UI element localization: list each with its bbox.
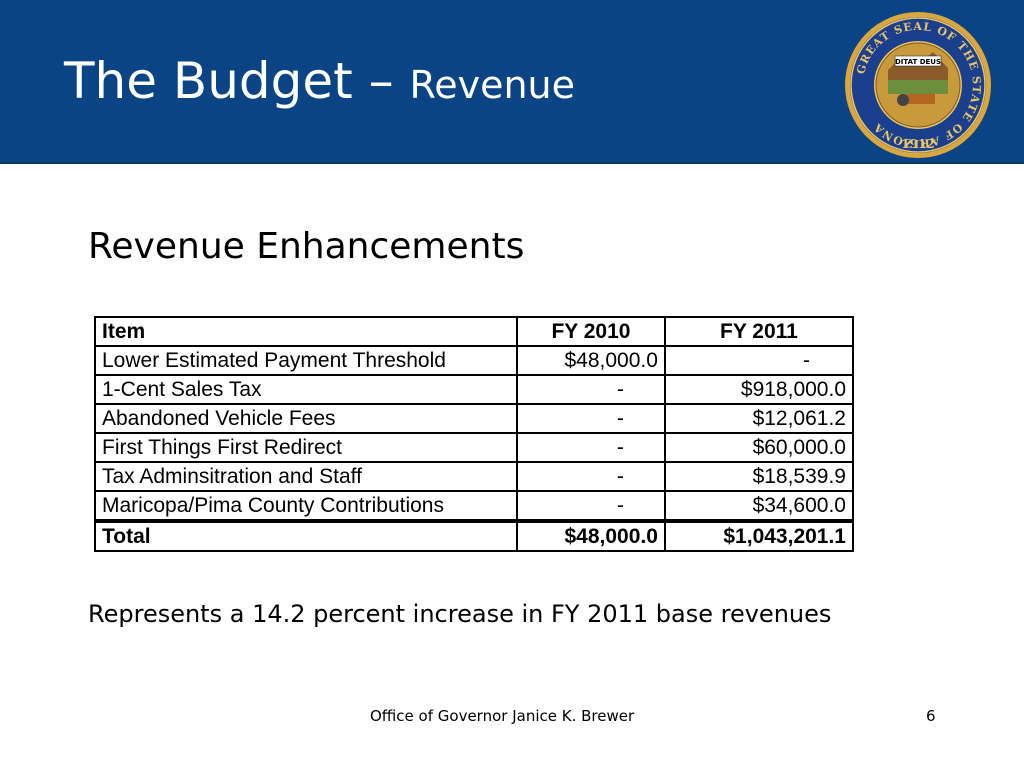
row-fy2011: $60,000.0 [663, 432, 855, 463]
row-fy2010: - [516, 461, 666, 492]
row-fy2010: - [516, 490, 666, 522]
row-item: Abandoned Vehicle Fees [94, 403, 518, 434]
row-item: Lower Estimated Payment Threshold [94, 345, 518, 376]
title-dash: – [352, 52, 410, 110]
header-fy2010: FY 2010 [516, 316, 666, 347]
row-fy2010: - [516, 403, 666, 434]
total-fy2010: $48,000.0 [516, 519, 666, 552]
page-number: 6 [926, 707, 936, 725]
arizona-seal-logo: GREAT SEAL OF THE STATE OF ARIZONA DITAT… [845, 12, 991, 158]
row-fy2011: $34,600.0 [663, 490, 855, 522]
table-header-row: Item FY 2010 FY 2011 [94, 316, 855, 347]
title-banner: The Budget – Revenue GREAT SEAL OF THE S… [0, 0, 1024, 164]
seal-year: 1912 [901, 137, 934, 151]
header-fy2011: FY 2011 [663, 316, 855, 347]
title-main: The Budget [64, 52, 353, 110]
row-fy2010: $48,000.0 [516, 345, 666, 376]
row-fy2010: - [516, 374, 666, 405]
table-total-row: Total $48,000.0 $1,043,201.1 [94, 519, 855, 552]
total-label: Total [94, 519, 518, 552]
row-fy2011: $18,539.9 [663, 461, 855, 492]
row-fy2011: - [663, 345, 855, 376]
row-item: Tax Adminsitration and Staff [94, 461, 518, 492]
header-item: Item [94, 316, 518, 347]
table-row: 1-Cent Sales Tax - $918,000.0 [94, 374, 855, 405]
footer-text: Office of Governor Janice K. Brewer [370, 707, 635, 725]
total-fy2011: $1,043,201.1 [663, 519, 855, 552]
table-row: Tax Adminsitration and Staff - $18,539.9 [94, 461, 855, 492]
row-fy2011: $918,000.0 [663, 374, 855, 405]
section-heading: Revenue Enhancements [88, 226, 525, 267]
row-item: 1-Cent Sales Tax [94, 374, 518, 405]
revenue-table: Item FY 2010 FY 2011 Lower Estimated Pay… [94, 316, 855, 552]
table-row: Lower Estimated Payment Threshold $48,00… [94, 345, 855, 376]
slide-title: The Budget – Revenue [64, 52, 575, 110]
table-row: Abandoned Vehicle Fees - $12,061.2 [94, 403, 855, 434]
table-row: Maricopa/Pima County Contributions - $34… [94, 490, 855, 522]
table-row: First Things First Redirect - $60,000.0 [94, 432, 855, 463]
row-item: Maricopa/Pima County Contributions [94, 490, 518, 522]
summary-note: Represents a 14.2 percent increase in FY… [88, 600, 832, 628]
title-sub: Revenue [409, 63, 576, 107]
row-fy2011: $12,061.2 [663, 403, 855, 434]
seal-motto: DITAT DEUS [895, 58, 941, 66]
row-fy2010: - [516, 432, 666, 463]
row-item: First Things First Redirect [94, 432, 518, 463]
